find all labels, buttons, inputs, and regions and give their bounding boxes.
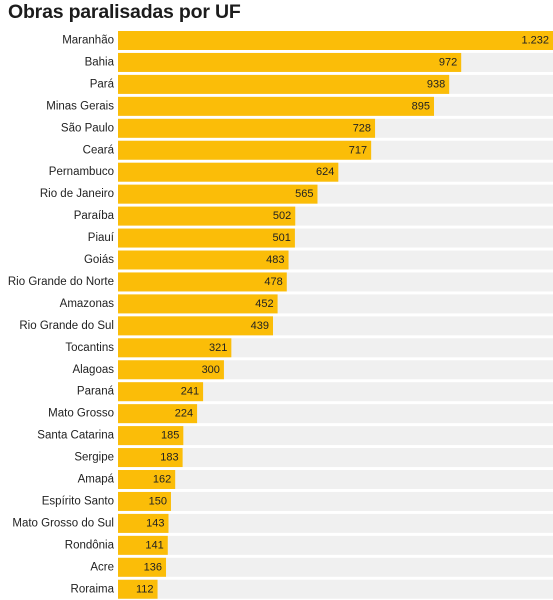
- bar: [118, 272, 287, 292]
- bar: [118, 162, 339, 182]
- bar: [118, 250, 289, 270]
- bar-track: [118, 470, 553, 489]
- bar: [118, 228, 295, 248]
- value-label: 321: [209, 342, 227, 354]
- bar: [118, 491, 171, 511]
- value-label: 502: [273, 210, 291, 222]
- value-label: 452: [255, 298, 273, 310]
- bar: [118, 96, 435, 116]
- category-label: Mato Grosso do Sul: [12, 517, 114, 529]
- category-label: Sergipe: [74, 452, 114, 464]
- bar: [118, 206, 296, 226]
- category-label: Amapá: [78, 474, 115, 486]
- category-label: Maranhão: [62, 35, 114, 47]
- value-label: 565: [295, 188, 313, 200]
- bar: [118, 404, 198, 424]
- category-label: Rio de Janeiro: [40, 188, 114, 200]
- value-label: 183: [160, 452, 178, 464]
- bar-track: [118, 535, 553, 555]
- category-label: Bahia: [85, 56, 115, 68]
- bar-track: [118, 491, 553, 511]
- bar: [118, 448, 183, 468]
- category-label: Rio Grande do Sul: [19, 320, 114, 332]
- bar-track: [118, 426, 553, 446]
- value-label: 1.232: [521, 35, 549, 47]
- bar: [118, 535, 168, 555]
- bar: [118, 52, 462, 72]
- bar-track: [118, 579, 553, 599]
- bar: [118, 74, 450, 94]
- bar: [118, 184, 318, 204]
- category-label: Paraná: [77, 386, 115, 398]
- value-label: 501: [273, 232, 291, 244]
- value-label: 141: [145, 539, 163, 551]
- bar-track: [118, 557, 553, 577]
- value-label: 624: [316, 166, 334, 178]
- value-label: 150: [149, 495, 167, 507]
- value-label: 162: [153, 474, 171, 486]
- bar: [118, 316, 273, 336]
- value-label: 439: [251, 320, 269, 332]
- bar-track: [118, 382, 553, 402]
- value-label: 728: [353, 122, 371, 134]
- category-label: Mato Grosso: [48, 408, 114, 420]
- category-label: Roraima: [71, 583, 115, 595]
- value-label: 185: [161, 430, 179, 442]
- value-label: 112: [136, 583, 154, 595]
- bar: [118, 513, 169, 533]
- bar: [118, 118, 376, 138]
- category-label: Rondônia: [65, 539, 115, 551]
- value-label: 895: [412, 100, 430, 112]
- value-label: 224: [175, 408, 193, 420]
- category-label: Acre: [90, 561, 114, 573]
- bar: [118, 470, 176, 489]
- category-label: Pará: [90, 78, 115, 90]
- category-label: Santa Catarina: [37, 430, 114, 442]
- category-label: Espírito Santo: [42, 495, 114, 507]
- category-label: Pernambuco: [49, 166, 114, 178]
- category-label: Alagoas: [72, 364, 114, 376]
- category-label: Ceará: [83, 144, 115, 156]
- value-label: 717: [349, 144, 367, 156]
- bar: [118, 579, 158, 599]
- value-label: 300: [202, 364, 220, 376]
- category-label: Piauí: [88, 232, 115, 244]
- value-label: 143: [146, 517, 164, 529]
- bar: [118, 382, 204, 402]
- category-label: Rio Grande do Norte: [8, 276, 114, 288]
- bar-track: [118, 513, 553, 533]
- bar: [118, 294, 278, 314]
- value-label: 478: [264, 276, 282, 288]
- bar: [118, 557, 167, 577]
- bar-track: [118, 404, 553, 424]
- category-label: Paraíba: [74, 210, 115, 222]
- value-label: 241: [181, 386, 199, 398]
- bar: [118, 338, 232, 358]
- category-label: Minas Gerais: [46, 100, 114, 112]
- value-label: 938: [427, 78, 445, 90]
- category-label: Amazonas: [60, 298, 115, 310]
- value-label: 972: [439, 56, 457, 68]
- bar-track: [118, 360, 553, 380]
- chart-title: Obras paralisadas por UF: [8, 1, 241, 23]
- bar: [118, 360, 224, 380]
- category-label: São Paulo: [61, 122, 114, 134]
- category-label: Tocantins: [65, 342, 114, 354]
- category-label: Goiás: [84, 254, 114, 266]
- bar: [118, 426, 184, 446]
- value-label: 136: [144, 561, 162, 573]
- value-label: 483: [266, 254, 284, 266]
- bar-track: [118, 448, 553, 468]
- bar: [118, 31, 553, 50]
- bar: [118, 140, 372, 160]
